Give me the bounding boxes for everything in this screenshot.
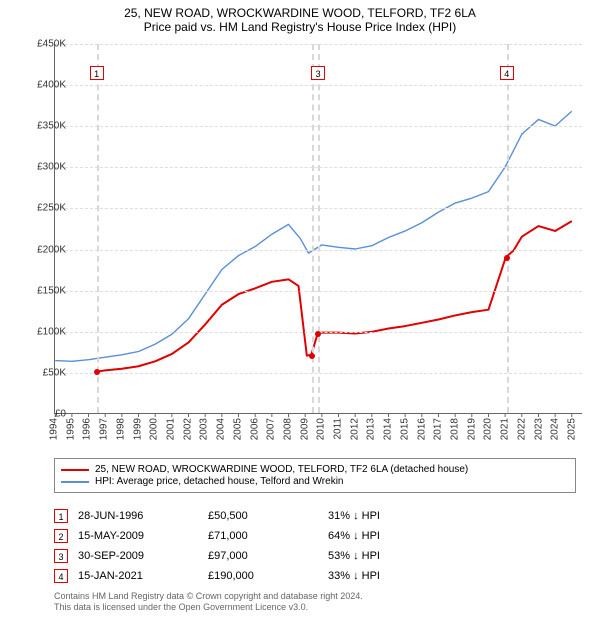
sale-vline [507, 44, 509, 413]
x-tick-label: 2024 [550, 418, 561, 440]
sale-number-box: 4 [54, 569, 68, 583]
x-tick-label: 1999 [132, 418, 143, 440]
y-tick-label: £50K [43, 367, 66, 378]
x-tick-label: 2014 [383, 418, 394, 440]
x-tick-label: 1994 [49, 418, 60, 440]
sale-price: £50,500 [208, 510, 318, 522]
chart-plot-area: 1 3 4 [54, 44, 582, 414]
x-tick-label: 1998 [115, 418, 126, 440]
x-tick-label: 2019 [466, 418, 477, 440]
x-tick-label: 1997 [99, 418, 110, 440]
sale-number-box: 2 [54, 529, 68, 543]
sales-table: 1 28-JUN-1996 £50,500 31% ↓ HPI 2 15-MAY-2009… [54, 506, 428, 586]
legend-row-hpi: HPI: Average price, detached house, Telf… [61, 476, 569, 487]
x-tick-label: 2007 [266, 418, 277, 440]
sale-row: 1 28-JUN-1996 £50,500 31% ↓ HPI [54, 506, 428, 526]
sale-vline [97, 44, 99, 413]
sale-diff: 33% ↓ HPI [328, 570, 428, 582]
series-line-property [97, 221, 572, 371]
x-tick-label: 2017 [433, 418, 444, 440]
footnote-line2: This data is licensed under the Open Gov… [54, 602, 363, 614]
x-tick-label: 1996 [82, 418, 93, 440]
sale-date: 30-SEP-2009 [78, 550, 198, 562]
y-tick-label: £100K [37, 326, 66, 337]
chart-title: 25, NEW ROAD, WROCKWARDINE WOOD, TELFORD… [0, 0, 600, 20]
sale-row: 2 15-MAY-2009 £71,000 64% ↓ HPI [54, 526, 428, 546]
sale-diff: 53% ↓ HPI [328, 550, 428, 562]
sale-price: £71,000 [208, 530, 318, 542]
y-tick-label: £200K [37, 244, 66, 255]
x-tick-label: 2010 [316, 418, 327, 440]
sale-row: 3 30-SEP-2009 £97,000 53% ↓ HPI [54, 546, 428, 566]
x-tick-label: 2015 [399, 418, 410, 440]
y-tick-label: £300K [37, 162, 66, 173]
x-tick-label: 2025 [566, 418, 577, 440]
x-tick-label: 2012 [349, 418, 360, 440]
y-tick-label: £250K [37, 203, 66, 214]
x-tick-label: 2002 [182, 418, 193, 440]
sale-date: 15-MAY-2009 [78, 530, 198, 542]
sale-dot [315, 331, 321, 337]
x-tick-label: 2022 [516, 418, 527, 440]
x-tick-label: 2003 [199, 418, 210, 440]
legend-swatch-hpi [61, 481, 89, 483]
legend-label-property: 25, NEW ROAD, WROCKWARDINE WOOD, TELFORD… [95, 464, 468, 475]
x-tick-label: 2011 [333, 418, 344, 440]
sale-marker-box: 4 [500, 66, 514, 80]
legend-swatch-property [61, 469, 89, 471]
y-tick-label: £450K [37, 39, 66, 50]
x-tick-label: 2009 [299, 418, 310, 440]
x-tick-label: 1995 [65, 418, 76, 440]
legend: 25, NEW ROAD, WROCKWARDINE WOOD, TELFORD… [54, 458, 576, 493]
sale-dot [309, 353, 315, 359]
sale-dot [504, 255, 510, 261]
x-tick-label: 2018 [450, 418, 461, 440]
sale-marker-box: 1 [90, 66, 104, 80]
x-tick-label: 2000 [149, 418, 160, 440]
y-tick-label: £400K [37, 80, 66, 91]
chart-subtitle: Price paid vs. HM Land Registry's House … [0, 20, 600, 38]
sale-diff: 31% ↓ HPI [328, 510, 428, 522]
x-tick-label: 2013 [366, 418, 377, 440]
sale-price: £97,000 [208, 550, 318, 562]
x-tick-label: 2023 [533, 418, 544, 440]
sale-number-box: 1 [54, 509, 68, 523]
legend-label-hpi: HPI: Average price, detached house, Telf… [95, 476, 344, 487]
x-tick-label: 2005 [232, 418, 243, 440]
y-tick-label: £350K [37, 121, 66, 132]
x-tick-label: 2021 [500, 418, 511, 440]
footnote-line1: Contains HM Land Registry data © Crown c… [54, 591, 363, 603]
sale-price: £190,000 [208, 570, 318, 582]
sale-row: 4 15-JAN-2021 £190,000 33% ↓ HPI [54, 566, 428, 586]
sale-date: 15-JAN-2021 [78, 570, 198, 582]
x-tick-label: 2004 [216, 418, 227, 440]
footnote: Contains HM Land Registry data © Crown c… [54, 591, 363, 614]
x-tick-label: 2020 [483, 418, 494, 440]
sale-date: 28-JUN-1996 [78, 510, 198, 522]
sale-vline [318, 44, 320, 413]
y-tick-label: £150K [37, 285, 66, 296]
sale-dot [94, 369, 100, 375]
x-tick-label: 2016 [416, 418, 427, 440]
sale-marker-box: 3 [311, 66, 325, 80]
x-tick-label: 2001 [165, 418, 176, 440]
x-tick-label: 2008 [282, 418, 293, 440]
sale-number-box: 3 [54, 549, 68, 563]
legend-row-property: 25, NEW ROAD, WROCKWARDINE WOOD, TELFORD… [61, 464, 569, 475]
x-tick-label: 2006 [249, 418, 260, 440]
sale-diff: 64% ↓ HPI [328, 530, 428, 542]
